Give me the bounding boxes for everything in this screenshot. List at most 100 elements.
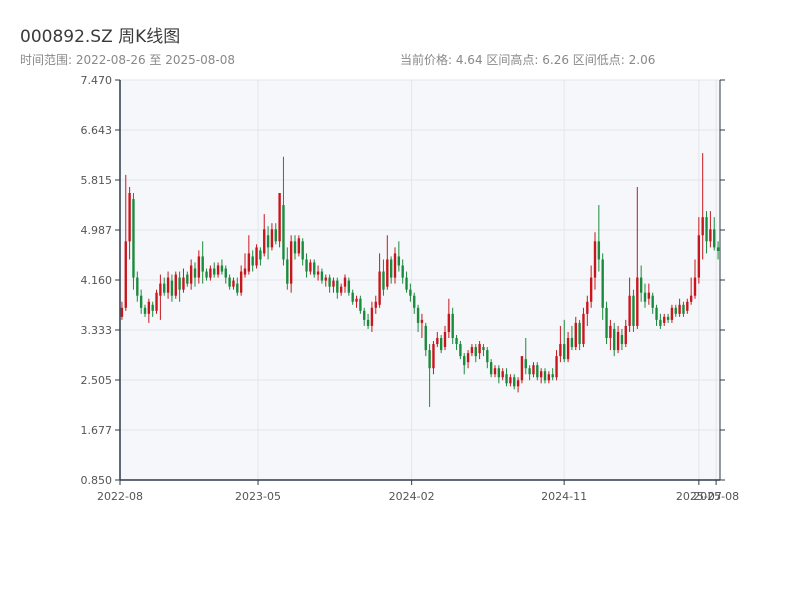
candle-body	[363, 310, 366, 320]
candle-body	[609, 325, 612, 339]
candle-body	[382, 271, 385, 290]
candle-body	[643, 292, 647, 302]
candle-body	[620, 334, 624, 345]
candle-body	[713, 229, 716, 248]
candle-body	[139, 295, 143, 308]
candle-body	[505, 374, 508, 384]
candle-body	[459, 344, 462, 357]
candle-body	[578, 322, 581, 345]
x-tick-label: 2024-02	[389, 490, 435, 503]
candle-body	[513, 377, 516, 387]
candle-body	[324, 277, 327, 281]
candle-body	[486, 350, 489, 363]
candle-body	[493, 368, 497, 375]
candle-body	[378, 271, 381, 305]
candle-body	[170, 280, 174, 296]
candle-body	[143, 307, 147, 314]
candle-body	[716, 247, 720, 251]
candle-body	[393, 253, 397, 278]
y-tick-label: 6.643	[81, 124, 113, 137]
x-tick-label: 2025-08	[693, 490, 739, 503]
candle-body	[451, 313, 454, 339]
candle-body	[201, 256, 204, 272]
candle-body	[343, 277, 347, 287]
candle-body	[628, 295, 631, 326]
candle-body	[286, 259, 289, 284]
candle-body	[274, 229, 277, 242]
x-tick-label: 2023-05	[235, 490, 281, 503]
candle-body	[443, 331, 447, 348]
candle-body	[432, 344, 435, 369]
candle-body	[705, 217, 708, 242]
candle-body	[389, 259, 393, 278]
candle-body	[693, 277, 697, 296]
candle-body	[528, 368, 531, 375]
candle-body	[674, 307, 677, 314]
candle-body	[670, 307, 674, 320]
candle-body	[416, 307, 420, 323]
candle-body	[586, 301, 589, 314]
candle-body	[320, 271, 324, 281]
candle-body	[178, 277, 181, 290]
candle-body	[624, 325, 627, 345]
candle-body	[605, 307, 608, 339]
candle-body	[224, 268, 227, 278]
candle-body	[682, 304, 685, 314]
candle-body	[678, 304, 681, 314]
candle-body	[478, 344, 481, 354]
candle-body	[420, 319, 424, 323]
candle-body	[709, 229, 712, 242]
candle-body	[636, 277, 639, 326]
candle-body	[159, 283, 162, 296]
candle-body	[132, 199, 135, 278]
candle-body	[413, 295, 416, 308]
candle-body	[174, 274, 177, 296]
candle-body	[520, 356, 524, 381]
candle-body	[397, 256, 401, 266]
candle-body	[405, 277, 408, 290]
candle-body	[447, 313, 451, 332]
candle-body	[205, 271, 208, 278]
candle-body	[255, 247, 258, 266]
y-tick-label: 2.505	[81, 374, 113, 387]
candle-body	[189, 265, 193, 284]
candle-body	[632, 295, 635, 326]
candle-body	[616, 331, 620, 351]
candle-body	[147, 301, 151, 314]
candle-body	[659, 319, 662, 326]
candle-body	[155, 292, 158, 311]
candle-body	[282, 205, 285, 260]
candle-body	[197, 256, 201, 278]
candle-body	[613, 328, 616, 351]
candle-body	[551, 374, 554, 378]
candle-body	[374, 301, 377, 308]
candle-body	[439, 338, 443, 351]
candle-body	[313, 262, 316, 275]
y-tick-label: 7.470	[81, 74, 113, 87]
candle-body	[463, 356, 466, 366]
x-tick-label: 2022-08	[97, 490, 143, 503]
candle-body	[193, 268, 197, 278]
candle-body	[455, 338, 458, 345]
candle-body	[601, 259, 604, 308]
candle-body	[186, 274, 189, 284]
candles	[120, 153, 720, 407]
candle-body	[539, 371, 543, 378]
candle-body	[647, 292, 651, 299]
candle-body	[278, 192, 281, 242]
candle-body	[574, 322, 577, 348]
candle-body	[289, 241, 293, 284]
candle-body	[370, 307, 374, 326]
candle-body	[351, 292, 354, 302]
candle-body	[305, 259, 308, 272]
candle-body	[251, 256, 254, 266]
candle-body	[120, 307, 124, 317]
candle-body	[332, 280, 335, 287]
candle-body	[339, 286, 343, 293]
candle-body	[220, 265, 224, 272]
candle-body	[524, 359, 527, 369]
y-tick-label: 5.815	[81, 174, 113, 187]
candle-body	[236, 283, 239, 293]
candle-body	[293, 241, 297, 254]
